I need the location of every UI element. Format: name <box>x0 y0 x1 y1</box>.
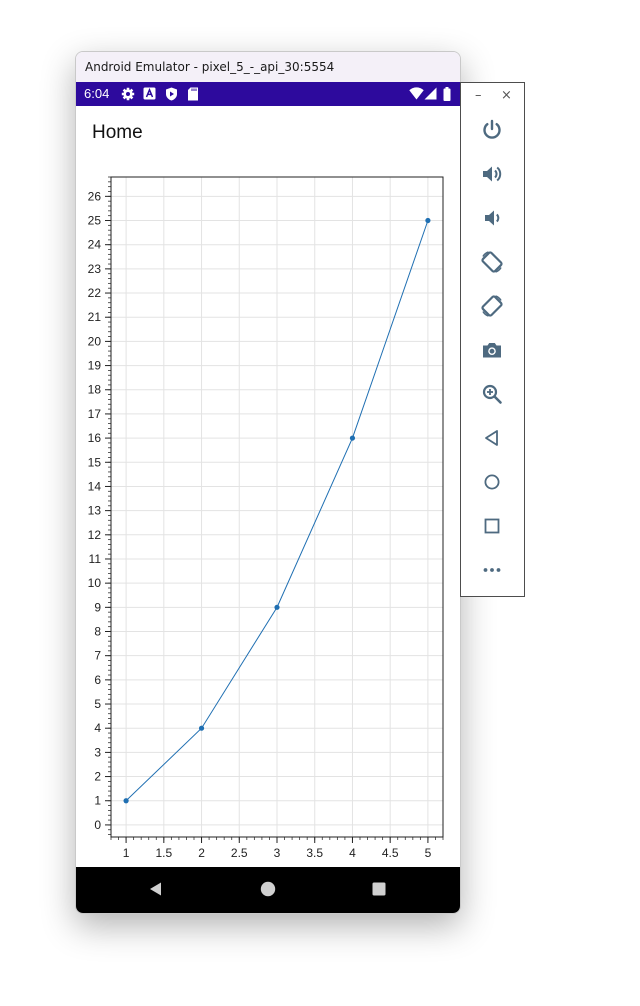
home-icon[interactable] <box>260 881 276 897</box>
status-time: 6:04 <box>84 86 110 101</box>
emulator-side-panel: – × <box>460 82 525 597</box>
app-bar: Home <box>76 106 460 162</box>
overview-icon[interactable] <box>480 514 504 538</box>
y-tick-label: 11 <box>89 552 102 566</box>
x-tick-label: 3.5 <box>306 846 323 860</box>
volume-down-icon[interactable] <box>480 206 504 230</box>
battery-icon <box>443 87 451 101</box>
close-button[interactable]: × <box>501 88 512 103</box>
plot-frame <box>110 176 444 838</box>
camera-icon[interactable] <box>480 338 504 362</box>
y-tick-label: 1 <box>94 794 101 808</box>
data-point <box>274 604 280 610</box>
x-tick-label: 3 <box>274 846 281 860</box>
y-tick-label: 14 <box>88 479 102 493</box>
y-tick-label: 3 <box>94 745 101 759</box>
x-tick-label: 1 <box>123 846 130 860</box>
y-tick-label: 17 <box>88 407 102 421</box>
y-tick-label: 7 <box>94 649 101 663</box>
y-tick-label: 6 <box>94 673 101 687</box>
y-tick-label: 20 <box>88 334 102 348</box>
y-tick-label: 26 <box>88 189 102 203</box>
y-tick-label: 24 <box>88 238 102 252</box>
more-icon[interactable] <box>480 558 504 582</box>
emulator-window: Android Emulator - pixel_5_-_api_30:5554… <box>75 51 461 914</box>
data-point <box>349 435 356 441</box>
home-icon[interactable] <box>480 470 504 494</box>
wifi-icon <box>409 87 424 100</box>
back-icon[interactable] <box>480 426 504 450</box>
page-title: Home <box>92 122 143 143</box>
line-chart: 1 1.5 2 2.5 3 3.5 4 4.5 501234567891011121314151… <box>88 176 444 860</box>
shield-play-icon <box>166 87 177 101</box>
navigation-bar <box>76 867 460 913</box>
rotate-left-icon[interactable] <box>480 250 504 274</box>
volume-up-icon[interactable] <box>480 162 504 186</box>
y-tick-label: 12 <box>88 528 102 542</box>
x-tick-label: 4 <box>349 846 356 860</box>
gear-icon <box>121 87 135 101</box>
data-point <box>123 798 129 804</box>
chart-container: 1 1.5 2 2.5 3 3.5 4 4.5 5 0 1 2 3 4 5 6 7 8 9 10 11 12 13 14 15 1… <box>76 162 460 871</box>
y-tick-label: 13 <box>88 504 102 518</box>
y-tick-label: 8 <box>94 625 101 639</box>
y-tick-label: 21 <box>88 310 102 324</box>
y-tick-label: 18 <box>88 383 102 397</box>
y-tick-label: 16 <box>88 431 102 445</box>
y-tick-label: 0 <box>94 818 101 832</box>
data-point <box>425 217 431 224</box>
sd-card-icon <box>188 87 198 101</box>
status-bar: 6:04 <box>76 82 460 106</box>
data-point <box>198 725 205 731</box>
back-icon[interactable] <box>148 881 164 897</box>
x-tick-label: 4.5 <box>382 846 399 860</box>
font-a-icon <box>143 87 156 100</box>
minimize-button[interactable]: – <box>475 88 482 103</box>
y-tick-label: 25 <box>88 214 102 228</box>
power-icon[interactable] <box>480 118 504 142</box>
recents-icon[interactable] <box>371 881 387 897</box>
x-tick-label: 5 <box>425 846 432 860</box>
signal-icon <box>424 87 437 100</box>
zoom-icon[interactable] <box>480 382 504 406</box>
y-tick-label: 5 <box>94 697 101 711</box>
y-tick-label: 22 <box>88 286 102 300</box>
y-tick-label: 23 <box>88 262 102 276</box>
y-tick-label: 9 <box>94 600 101 614</box>
rotate-right-icon[interactable] <box>480 294 504 318</box>
x-tick-label: 1.5 <box>155 846 172 860</box>
y-tick-label: 10 <box>88 576 102 590</box>
x-tick-label: 2 <box>198 846 205 860</box>
x-tick-label: 2.5 <box>231 846 248 860</box>
y-tick-label: 19 <box>88 359 102 373</box>
y-tick-label: 15 <box>88 455 102 469</box>
y-tick-label: 2 <box>94 770 101 784</box>
y-tick-label: 4 <box>94 721 101 735</box>
title-bar[interactable]: Android Emulator - pixel_5_-_api_30:5554 <box>76 52 460 82</box>
window-title: Android Emulator - pixel_5_-_api_30:5554 <box>85 60 335 74</box>
